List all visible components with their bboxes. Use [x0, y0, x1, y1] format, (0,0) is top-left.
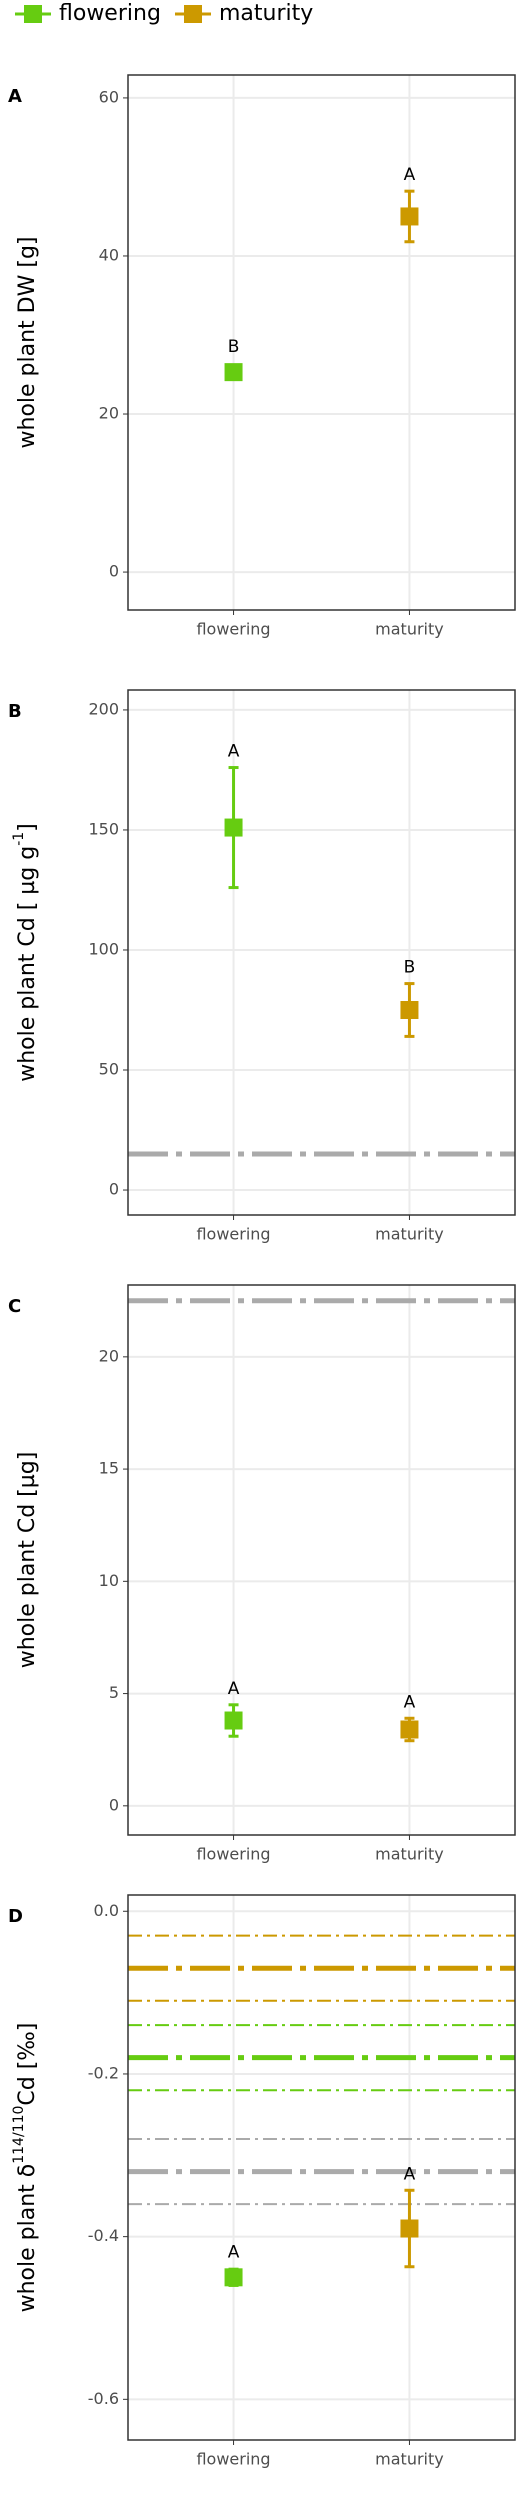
y-tick-label: -0.2	[88, 2063, 119, 2082]
y-tick-label: 150	[88, 819, 119, 838]
y-axis-title: whole plant Cd [µg]	[15, 1452, 40, 1669]
y-tick-label: 60	[99, 87, 119, 106]
point-group	[400, 1716, 419, 1743]
point	[400, 1000, 419, 1019]
y-axis-title-text: whole plant Cd [ µg g	[15, 846, 40, 1082]
y-tick-label: 100	[88, 939, 119, 958]
point-group	[400, 189, 419, 244]
significance-letter: A	[228, 2242, 240, 2262]
y-tick-label: -0.4	[88, 2226, 119, 2245]
point-group	[224, 1703, 243, 1738]
x-tick-label: flowering	[196, 2450, 270, 2469]
point-group	[400, 2188, 419, 2269]
panel-bg	[128, 690, 515, 1215]
y-axis-title: whole plant δ114/110Cd [‰]	[11, 2023, 40, 2313]
y-axis-title-text: whole plant DW [g]	[15, 237, 40, 449]
significance-letter: A	[404, 2164, 416, 2184]
point	[224, 2268, 243, 2287]
y-axis-title-sup: -1	[11, 832, 27, 846]
y-tick-label: 0.0	[94, 1901, 119, 1920]
y-tick-label: 0	[109, 1795, 119, 1814]
point-group	[400, 982, 419, 1038]
y-tick-label: 40	[99, 245, 119, 264]
y-axis-title-text: whole plant δ	[15, 2164, 40, 2313]
x-tick-label: maturity	[375, 620, 444, 639]
y-axis-title-sup: 114/110	[11, 2106, 27, 2164]
y-tick-label: 15	[99, 1459, 119, 1478]
point	[224, 363, 243, 382]
panel-bg	[128, 1895, 515, 2440]
point	[224, 818, 243, 837]
x-tick-label: flowering	[196, 1845, 270, 1864]
y-axis-title-after: ]	[15, 823, 40, 832]
y-tick-label: 5	[109, 1683, 119, 1702]
legend-label: flowering	[59, 1, 161, 26]
panel-label: D	[8, 1906, 23, 1927]
significance-letter: A	[404, 165, 416, 185]
legend-label: maturity	[219, 1, 313, 26]
panel-label: B	[8, 701, 22, 722]
panel-border	[127, 1894, 516, 2441]
point-group	[224, 766, 243, 890]
legend-key	[184, 5, 202, 23]
legend-key	[24, 5, 42, 23]
panel-bg	[128, 1285, 515, 1835]
x-tick-label: maturity	[375, 1225, 444, 1244]
y-axis-title-after: Cd [‰]	[15, 2023, 40, 2106]
x-tick-label: flowering	[196, 620, 270, 639]
y-tick-label: 10	[99, 1571, 119, 1590]
point	[400, 207, 419, 226]
y-axis-title-text: whole plant Cd [µg]	[15, 1452, 40, 1669]
panel-border	[127, 1284, 516, 1836]
point	[400, 2219, 419, 2238]
y-tick-label: 20	[99, 1346, 119, 1365]
x-tick-label: flowering	[196, 1225, 270, 1244]
x-tick-label: maturity	[375, 1845, 444, 1864]
y-tick-label: 50	[99, 1060, 119, 1079]
panel-border	[127, 689, 516, 1216]
point-group	[224, 2267, 243, 2287]
panel-label: A	[8, 86, 22, 107]
y-tick-label: 20	[99, 404, 119, 423]
significance-letter: B	[404, 958, 416, 978]
point-group	[224, 363, 243, 382]
point	[400, 1720, 419, 1739]
panel-label: C	[8, 1296, 21, 1317]
y-tick-label: 200	[88, 699, 119, 718]
y-tick-label: -0.6	[88, 2389, 119, 2408]
panel-bg	[128, 75, 515, 610]
y-axis-title: whole plant DW [g]	[15, 237, 40, 449]
significance-letter: A	[228, 742, 240, 762]
point	[224, 1711, 243, 1730]
significance-letter: A	[404, 1692, 416, 1712]
significance-letter: A	[228, 1679, 240, 1699]
y-tick-label: 0	[109, 1180, 119, 1199]
x-tick-label: maturity	[375, 2450, 444, 2469]
y-tick-label: 0	[109, 562, 119, 581]
panel-border	[127, 74, 516, 611]
significance-letter: B	[228, 337, 240, 357]
y-axis-title: whole plant Cd [ µg g-1]	[11, 823, 40, 1082]
